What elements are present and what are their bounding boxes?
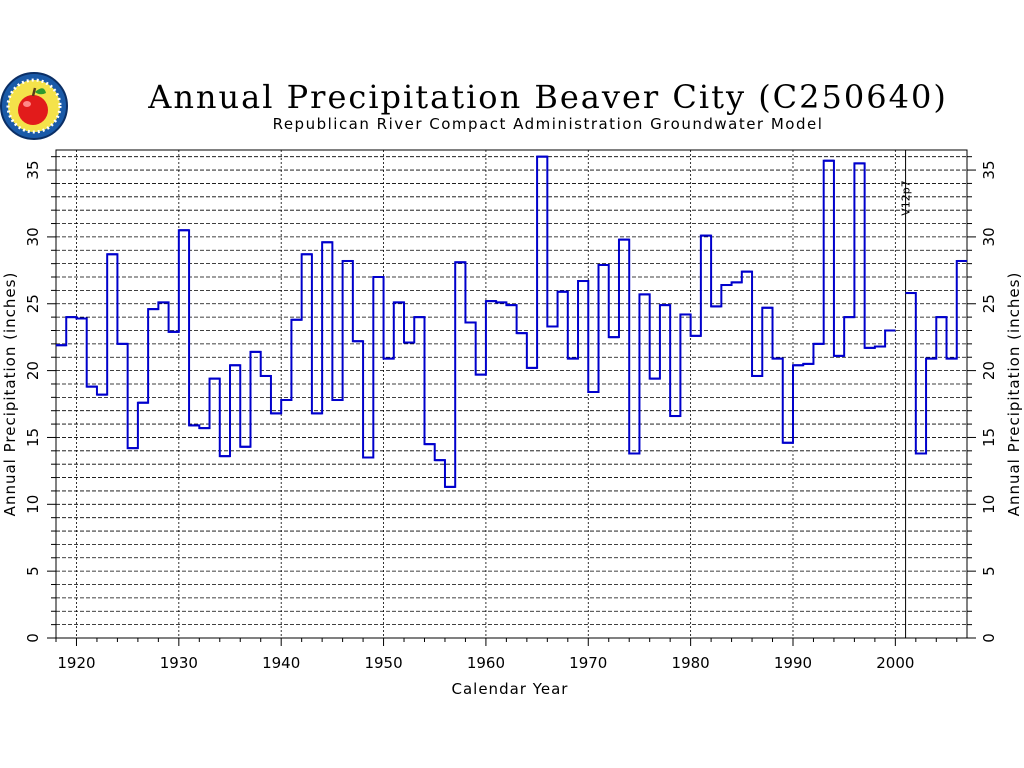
plot-frame	[55, 149, 968, 639]
y-tick-label-right: 0	[980, 633, 998, 643]
y-tick-label-right: 15	[980, 428, 998, 447]
chart-subtitle: Republican River Compact Administration …	[273, 115, 824, 133]
x-tick-label: 1970	[569, 654, 607, 672]
x-tick-labels: 1920 1930 1940 1950 1960 1970 1980 1990 2000	[57, 654, 914, 672]
rrca-logo	[0, 72, 68, 140]
x-tick-label: 1990	[774, 654, 812, 672]
x-tick-label: 1930	[160, 654, 198, 672]
x-tick-label: 1950	[364, 654, 402, 672]
y-tick-label-right: 20	[980, 361, 998, 380]
y-tick-label-right: 5	[980, 566, 998, 576]
precipitation-series	[56, 155, 967, 488]
y-tick-label-right: 10	[980, 495, 998, 514]
y-tick-label-left: 25	[24, 294, 42, 313]
y-tick-labels-right: 0 5 10 15 20 25 30 35	[980, 161, 998, 643]
version-marker: V12p7	[900, 150, 913, 638]
y-tick-label-left: 20	[24, 361, 42, 380]
y-tick-label-left: 35	[24, 161, 42, 180]
horizontal-gridlines	[56, 156, 967, 626]
y-tick-labels-left: 0 5 10 15 20 25 30 35	[24, 161, 42, 643]
x-tick-label: 1960	[467, 654, 505, 672]
y-tick-label-right: 30	[980, 227, 998, 246]
version-label: V12p7	[900, 180, 913, 216]
y-tick-label-left: 15	[24, 428, 42, 447]
y-tick-label-left: 0	[24, 633, 42, 643]
y-tick-label-left: 30	[24, 227, 42, 246]
y-axis-label-right: Annual Precipitation (inches)	[1005, 272, 1023, 517]
y-tick-label-left: 10	[24, 495, 42, 514]
y-tick-label-right: 35	[980, 161, 998, 180]
y-tick-label-right: 25	[980, 294, 998, 313]
x-tick-label: 1980	[672, 654, 710, 672]
chart-title: Annual Precipitation Beaver City (C25064…	[147, 78, 948, 116]
y-axis-label-left: Annual Precipitation (inches)	[1, 272, 19, 517]
axis-ticks	[47, 156, 976, 646]
x-tick-label: 1940	[262, 654, 300, 672]
x-tick-label: 2000	[876, 654, 914, 672]
y-tick-label-left: 5	[24, 566, 42, 576]
x-axis-label: Calendar Year	[452, 680, 569, 698]
x-tick-label: 1920	[57, 654, 95, 672]
